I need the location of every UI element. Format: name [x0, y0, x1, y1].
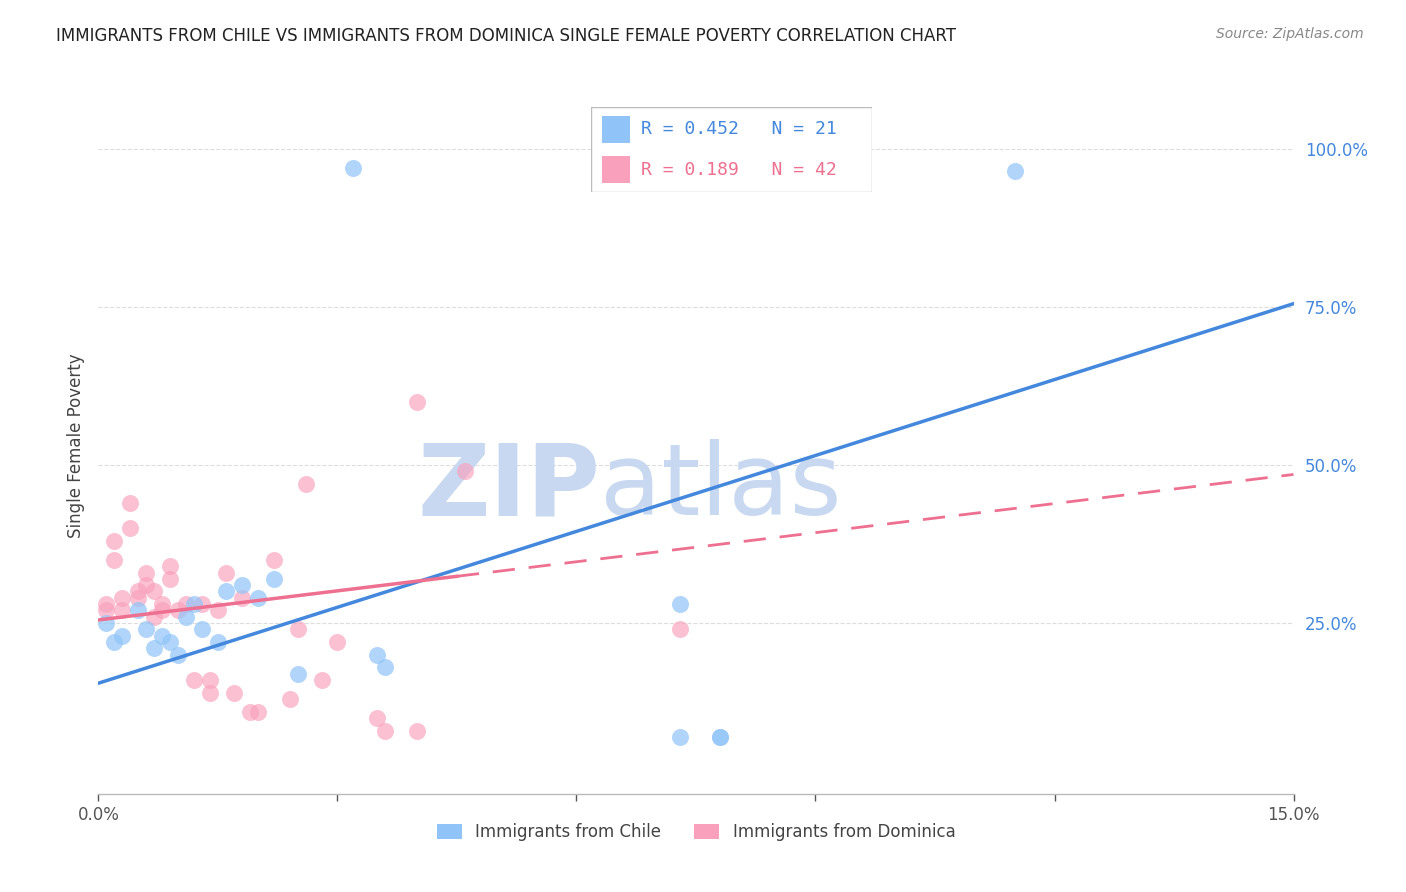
Point	[366, 711, 388, 725]
Point	[709, 730, 731, 744]
Point	[1004, 164, 1026, 178]
Point	[127, 603, 149, 617]
Point	[167, 603, 190, 617]
Point	[120, 496, 142, 510]
Point	[374, 723, 396, 738]
Point	[96, 603, 118, 617]
Bar	[602, 116, 630, 143]
Point	[246, 591, 269, 605]
Text: ZIP: ZIP	[418, 439, 600, 536]
Point	[246, 705, 269, 719]
FancyBboxPatch shape	[591, 107, 872, 192]
Point	[127, 584, 149, 599]
Point	[406, 723, 429, 738]
Point	[287, 623, 309, 637]
Bar	[602, 156, 630, 183]
Point	[174, 609, 197, 624]
Point	[231, 578, 253, 592]
Point	[342, 161, 364, 175]
Point	[150, 597, 173, 611]
Point	[207, 635, 229, 649]
Point	[103, 553, 125, 567]
Point	[239, 705, 262, 719]
Point	[709, 730, 731, 744]
Point	[135, 578, 157, 592]
Text: IMMIGRANTS FROM CHILE VS IMMIGRANTS FROM DOMINICA SINGLE FEMALE POVERTY CORRELAT: IMMIGRANTS FROM CHILE VS IMMIGRANTS FROM…	[56, 27, 956, 45]
Point	[96, 616, 118, 631]
Point	[143, 584, 166, 599]
Point	[198, 686, 221, 700]
Point	[263, 553, 285, 567]
Text: Source: ZipAtlas.com: Source: ZipAtlas.com	[1216, 27, 1364, 41]
Point	[103, 533, 125, 548]
Point	[111, 603, 134, 617]
Point	[135, 566, 157, 580]
Point	[103, 635, 125, 649]
Point	[167, 648, 190, 662]
Point	[191, 623, 214, 637]
Text: R = 0.452   N = 21: R = 0.452 N = 21	[641, 120, 837, 138]
Point	[191, 597, 214, 611]
Point	[263, 572, 285, 586]
Point	[111, 629, 134, 643]
Point	[287, 666, 309, 681]
Point	[222, 686, 245, 700]
Text: atlas: atlas	[600, 439, 842, 536]
Point	[127, 591, 149, 605]
Point	[311, 673, 333, 687]
Point	[159, 635, 181, 649]
Point	[294, 477, 316, 491]
Point	[143, 641, 166, 656]
Point	[120, 521, 142, 535]
Point	[96, 597, 118, 611]
Point	[135, 623, 157, 637]
Point	[669, 730, 692, 744]
Point	[183, 597, 205, 611]
Point	[669, 597, 692, 611]
Point	[231, 591, 253, 605]
Point	[198, 673, 221, 687]
Point	[183, 673, 205, 687]
Point	[159, 572, 181, 586]
Point	[366, 648, 388, 662]
Point	[669, 623, 692, 637]
Point	[454, 464, 477, 478]
Point	[150, 629, 173, 643]
Point	[215, 584, 238, 599]
Point	[215, 566, 238, 580]
Text: R = 0.189   N = 42: R = 0.189 N = 42	[641, 161, 837, 178]
Point	[406, 394, 429, 409]
Legend: Immigrants from Chile, Immigrants from Dominica: Immigrants from Chile, Immigrants from D…	[430, 817, 962, 848]
Point	[150, 603, 173, 617]
Point	[111, 591, 134, 605]
Point	[326, 635, 349, 649]
Point	[374, 660, 396, 674]
Point	[159, 559, 181, 574]
Point	[174, 597, 197, 611]
Point	[278, 692, 301, 706]
Y-axis label: Single Female Poverty: Single Female Poverty	[66, 354, 84, 538]
Point	[143, 609, 166, 624]
Point	[207, 603, 229, 617]
